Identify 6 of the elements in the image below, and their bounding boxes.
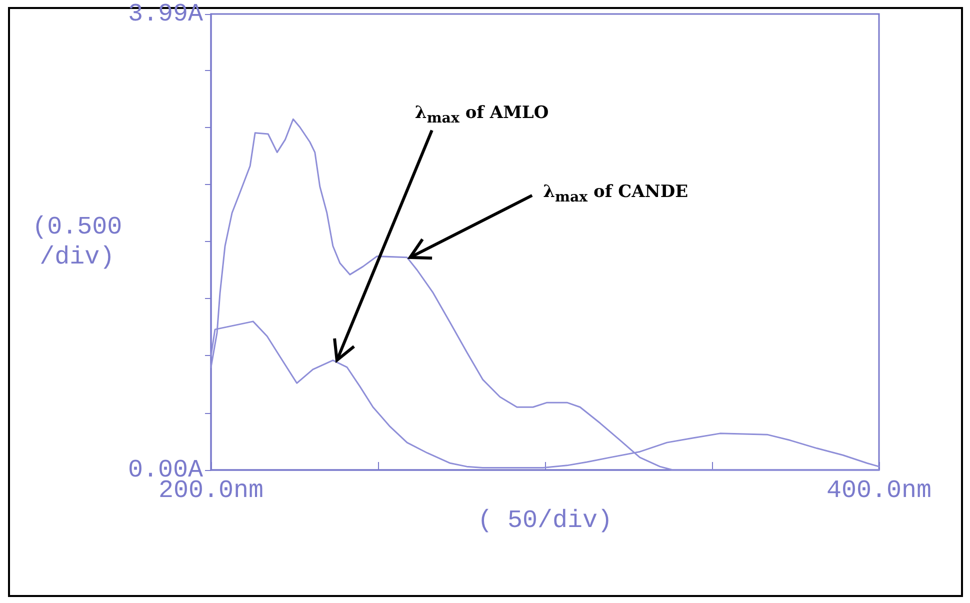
y-axis-title: (0.500 /div) [32,212,122,272]
annotation: λ$_{max}$ of CANDE [543,182,688,206]
x-axis-title: ( 50/div) [477,506,613,535]
y-tick-label: 3.99A [128,0,203,28]
annotation: λ$_{max}$ of AMLO [414,103,549,127]
x-tick-label: 400.0nm [826,476,932,505]
